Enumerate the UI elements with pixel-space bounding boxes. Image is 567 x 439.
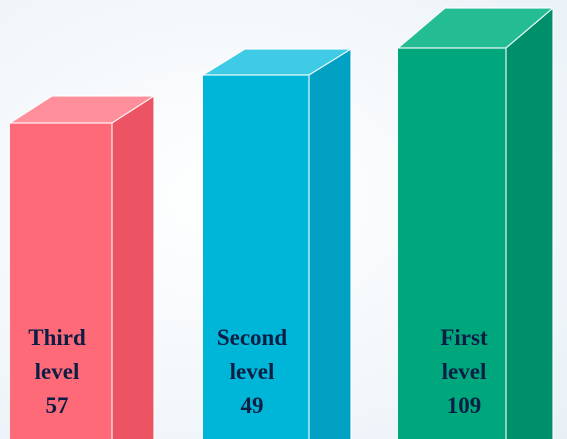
bar-top-face — [398, 8, 553, 48]
bar-value-label: 109 — [447, 393, 482, 418]
bars-group: Third level 57 Second level 49 First level 109 — [9, 7, 554, 439]
bar-front-face — [203, 75, 309, 439]
bar-third-level: Third level 57 — [9, 95, 155, 439]
bar-category-label: level — [35, 359, 80, 384]
bar-value-label: 57 — [46, 393, 69, 418]
bar-category-label: Third — [28, 325, 86, 350]
bar-side-face — [112, 96, 154, 439]
bar-edges — [202, 48, 352, 439]
bar-top-face — [10, 96, 154, 123]
bar-top-face — [203, 49, 351, 75]
bar-category-label: level — [442, 359, 487, 384]
bar-category-label: level — [230, 359, 275, 384]
bar-category-label: First — [440, 325, 488, 350]
bar-edges — [9, 95, 155, 439]
bar-side-face — [309, 49, 351, 439]
bar-first-level: First level 109 — [397, 7, 554, 439]
bar-value-label: 49 — [241, 393, 264, 418]
bar-front-face — [398, 48, 506, 439]
bar-second-level: Second level 49 — [202, 48, 352, 439]
bar-edges — [397, 7, 554, 439]
bar-front-face — [10, 123, 112, 439]
bar-side-face — [506, 8, 553, 439]
bar-category-label: Second — [217, 325, 288, 350]
